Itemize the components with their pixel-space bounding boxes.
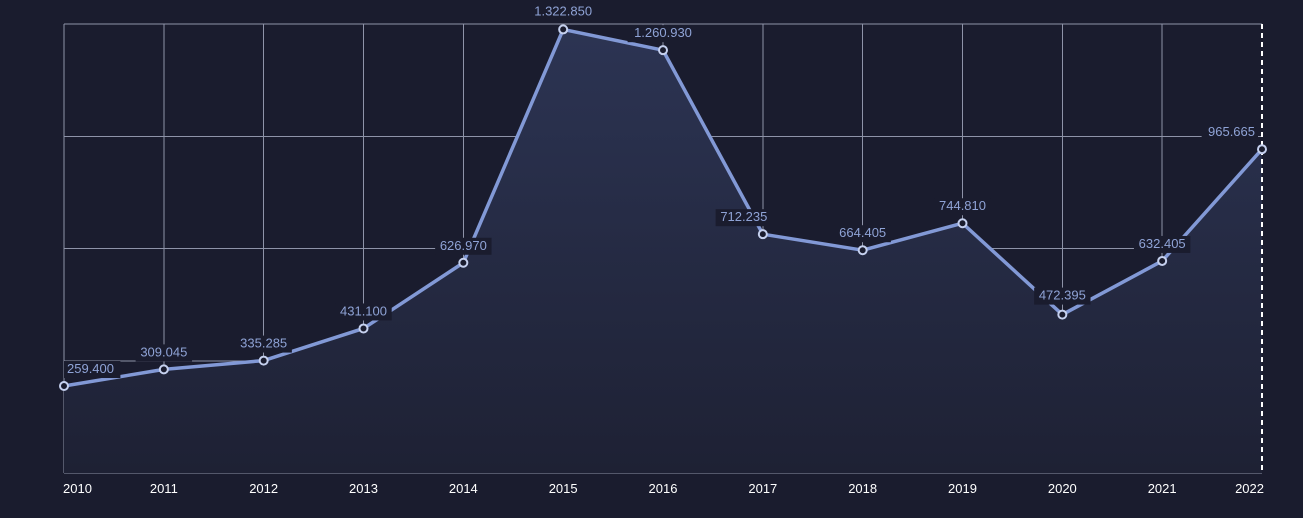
- data-point[interactable]: [857, 245, 868, 256]
- x-axis-ticks: 2010 2011 2012 2013 2014 2015 2016 2017 2018 2019…: [63, 481, 1264, 496]
- data-label-bg: [64, 361, 121, 379]
- data-points: [59, 24, 1267, 392]
- x-tick-label: 2010: [63, 481, 92, 496]
- data-label-bg: [627, 25, 699, 43]
- data-label-bg: [435, 237, 492, 255]
- x-tick-label: 2015: [549, 481, 578, 496]
- data-label: 1.322.850: [534, 3, 592, 18]
- x-tick-label: 2017: [748, 481, 777, 496]
- data-point[interactable]: [358, 323, 369, 334]
- x-tick-label: 2022: [1235, 481, 1264, 496]
- data-label: 664.405: [839, 225, 886, 240]
- data-label: 744.810: [939, 198, 986, 213]
- data-point[interactable]: [258, 355, 269, 366]
- data-label-bg: [934, 198, 991, 216]
- x-tick-label: 2014: [449, 481, 478, 496]
- data-label-bg: [1034, 287, 1091, 305]
- x-tick-label: 2020: [1048, 481, 1077, 496]
- data-label: 626.970: [440, 238, 487, 253]
- data-point[interactable]: [1057, 309, 1068, 320]
- data-label: 712.235: [720, 209, 767, 224]
- data-label: 632.405: [1139, 236, 1186, 251]
- x-tick-label: 2016: [649, 481, 678, 496]
- x-tick-label: 2019: [948, 481, 977, 496]
- data-label: 965.665: [1208, 124, 1255, 139]
- data-point[interactable]: [1157, 255, 1168, 266]
- data-labels: 259.400 309.045 335.285 431.100 626.970 1.322…: [64, 3, 1258, 379]
- data-point[interactable]: [59, 381, 69, 392]
- x-tick-label: 2012: [249, 481, 278, 496]
- data-point[interactable]: [957, 218, 968, 229]
- data-label-bg: [527, 3, 599, 21]
- area-fill: [64, 29, 1262, 473]
- x-tick-label: 2013: [349, 481, 378, 496]
- data-point[interactable]: [757, 229, 768, 240]
- data-label: 309.045: [140, 344, 187, 359]
- area-path: [64, 29, 1262, 473]
- data-label: 1.260.930: [634, 25, 692, 40]
- data-label: 259.400: [67, 361, 114, 376]
- data-point[interactable]: [158, 364, 169, 375]
- data-point[interactable]: [558, 24, 569, 35]
- data-point[interactable]: [1257, 144, 1267, 155]
- data-label: 431.100: [340, 303, 387, 318]
- data-label-bg: [335, 303, 392, 321]
- data-label-bg: [715, 209, 773, 227]
- x-tick-label: 2021: [1148, 481, 1177, 496]
- data-label-bg: [1201, 124, 1258, 142]
- data-label-bg: [1133, 235, 1191, 253]
- data-label-bg: [135, 344, 193, 362]
- data-label: 472.395: [1039, 288, 1086, 303]
- data-point[interactable]: [658, 45, 668, 56]
- data-label-bg: [834, 225, 891, 243]
- data-label: 335.285: [240, 336, 287, 351]
- data-point[interactable]: [458, 257, 469, 268]
- x-tick-label: 2011: [150, 481, 178, 496]
- x-tick-label: 2018: [848, 481, 877, 496]
- data-label-bg: [235, 335, 292, 353]
